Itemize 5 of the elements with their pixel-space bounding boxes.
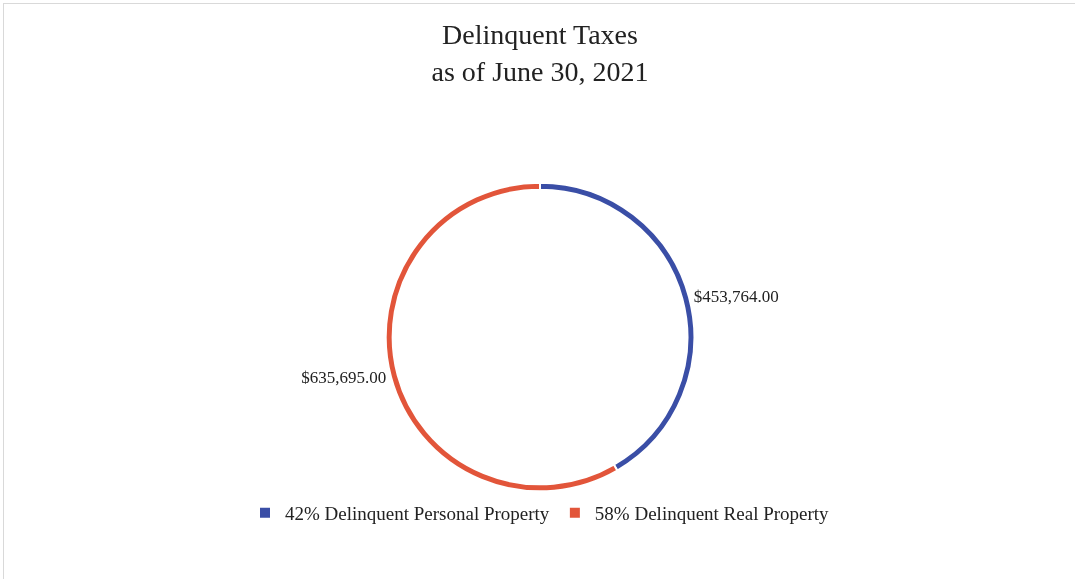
data-label: $453,764.00 [693, 286, 779, 306]
chart-title: Delinquent Taxes as of June 30, 2021 [431, 19, 649, 87]
legend-label: 58% Delinquent Real Property [594, 503, 830, 525]
legend-label: 42% Delinquent Personal Property [285, 503, 550, 525]
data-label: $635,695.00 [301, 368, 387, 388]
